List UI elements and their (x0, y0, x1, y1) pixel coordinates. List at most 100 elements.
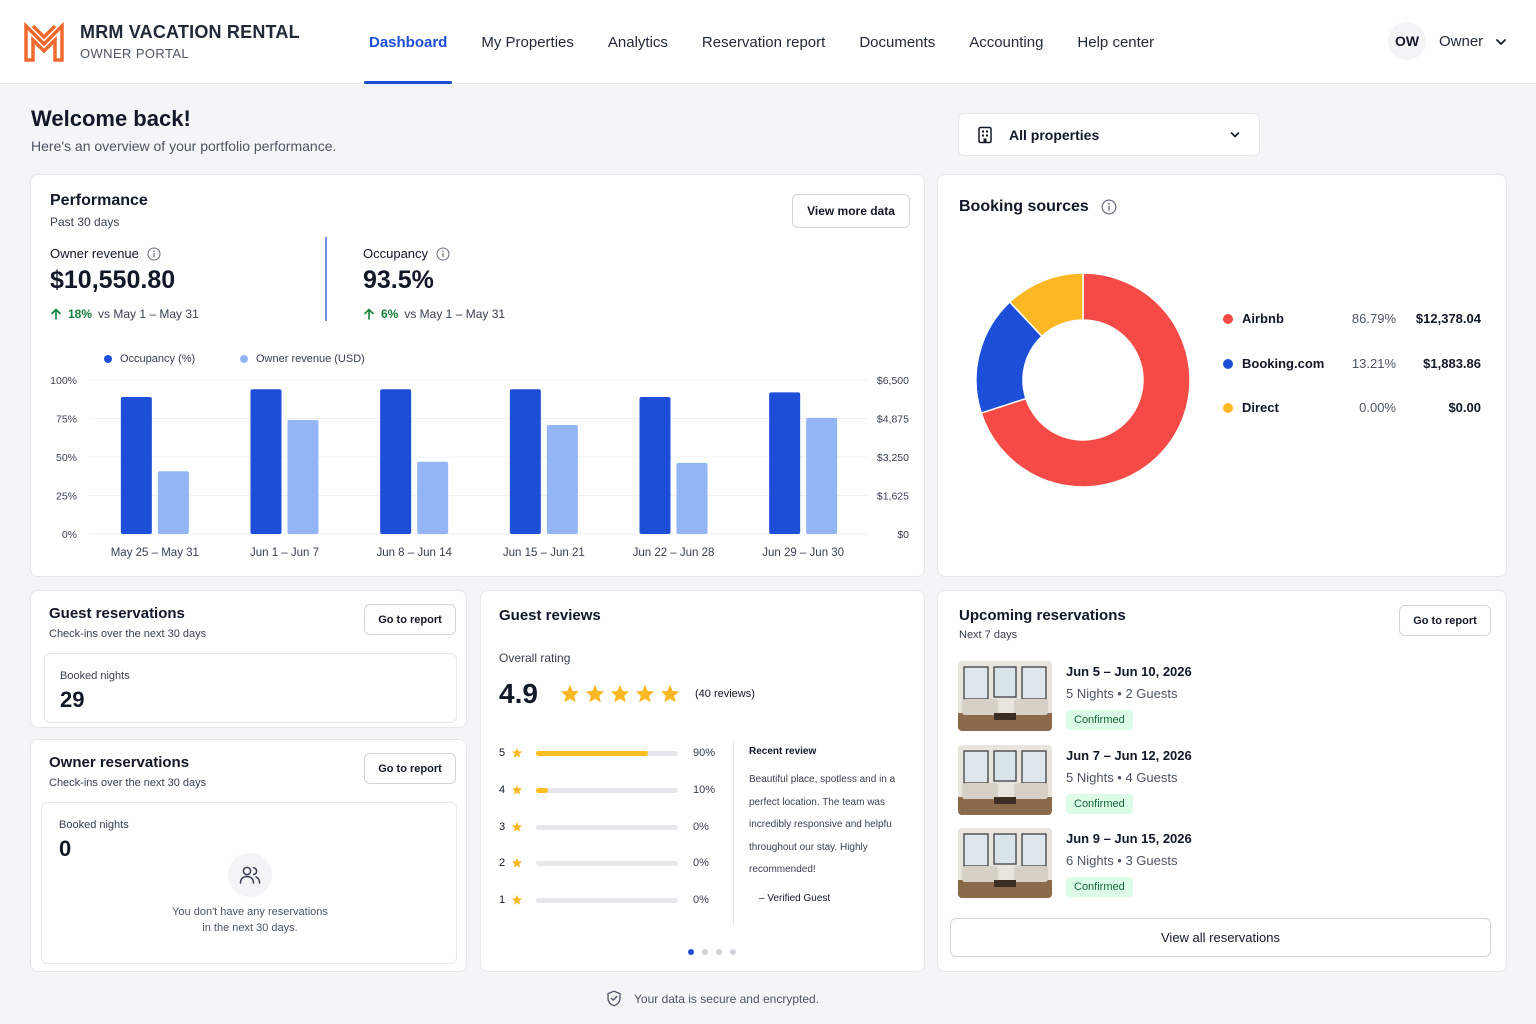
star-icon (512, 858, 522, 868)
occupancy-bar[interactable] (509, 389, 541, 534)
revenue-bar[interactable] (676, 462, 708, 534)
booking-source-row: Booking.com 13.21% $1,883.86 (1223, 354, 1481, 374)
nav-help-center[interactable]: Help center (1077, 33, 1155, 51)
revenue-bar[interactable] (157, 471, 189, 534)
rating-row: 1 0% (499, 893, 719, 909)
rating-bar-track (536, 787, 678, 793)
pager-dot[interactable] (702, 949, 708, 955)
user-avatar[interactable]: OW (1388, 22, 1426, 60)
property-filter-select[interactable]: All properties (958, 113, 1260, 156)
source-percent: 0.00% (1359, 400, 1396, 415)
rating-stars-count: 5 (499, 747, 506, 759)
rating-bar-track (536, 824, 678, 830)
rating-bar-fill (536, 751, 649, 756)
chevron-down-icon (1230, 132, 1240, 138)
x-axis-tick: Jun 1 – Jun 7 (250, 547, 319, 559)
reservation-meta: 6 Nights • 3 Guests (1066, 853, 1178, 868)
info-icon[interactable] (436, 246, 450, 261)
star-icon (660, 684, 680, 703)
property-photo[interactable] (958, 661, 1052, 731)
overall-rating-value: 4.9 (499, 678, 538, 709)
source-name: Airbnb (1242, 311, 1284, 326)
property-filter-value: All properties (1009, 126, 1100, 143)
brand-subtitle: OWNER PORTAL (80, 46, 190, 61)
rating-stars-count: 4 (499, 783, 506, 796)
property-photo[interactable] (958, 744, 1052, 815)
page-title: Welcome back! (31, 106, 191, 131)
nav-dashboard[interactable]: Dashboard (352, 0, 464, 84)
info-icon[interactable] (147, 246, 161, 261)
nav-analytics[interactable]: Analytics (607, 33, 668, 51)
recent-review-text: Beautiful place, spotless and in a perfec… (749, 769, 919, 882)
x-axis-tick: Jun 29 – Jun 30 (762, 547, 844, 559)
user-menu-label[interactable]: Owner (1439, 33, 1484, 50)
right-axis-tick: $0 (897, 529, 909, 541)
security-note-text: Your data is secure and encrypted. (634, 991, 820, 1006)
reservation-item[interactable]: Jun 7 – Jun 12, 2026 5 Nights • 4 Guests C… (958, 744, 1478, 815)
legend-revenue-label: Owner revenue (USD) (256, 353, 365, 365)
guest-reservations-report-button[interactable]: Go to report (364, 604, 456, 635)
chevron-down-icon[interactable] (1494, 36, 1508, 48)
occupancy-bar[interactable] (380, 389, 412, 534)
pager-dot[interactable] (716, 949, 722, 955)
star-icon (610, 684, 630, 703)
performance-title: Performance (50, 192, 148, 209)
pager-dot[interactable] (730, 949, 736, 955)
star-icon (560, 684, 580, 703)
donut-slice-direct[interactable] (1008, 272, 1084, 338)
rating-percent: 0% (693, 857, 709, 870)
reservation-dates: Jun 5 – Jun 10, 2026 (1066, 664, 1192, 679)
source-percent: 13.21% (1351, 355, 1396, 371)
booking-sources-title: Booking sources (959, 198, 1117, 216)
info-icon[interactable] (1101, 199, 1117, 215)
source-amount: $1,883.86 (1423, 355, 1481, 371)
occupancy-bar[interactable] (639, 396, 671, 534)
legend-occupancy-swatch (104, 355, 112, 363)
reservation-item[interactable]: Jun 9 – Jun 15, 2026 6 Nights • 3 Guests C… (958, 828, 1478, 898)
owner-reservations-report-button[interactable]: Go to report (364, 753, 456, 784)
property-photo[interactable] (958, 828, 1052, 898)
upcoming-subtitle: Next 7 days (959, 629, 1018, 641)
left-axis-tick: 0% (62, 529, 77, 541)
view-more-data-button[interactable]: View more data (792, 194, 910, 228)
guest-reviews-card: Guest reviews Overall rating 4.9 (40 rev… (480, 590, 925, 972)
guest-reservations-subtitle: Check-ins over the next 30 days (49, 628, 207, 640)
star-icon (512, 748, 522, 758)
owner-booked-nights-value: 0 (59, 836, 72, 861)
donut-slice-airbnb[interactable] (980, 272, 1191, 488)
reservation-dates: Jun 7 – Jun 12, 2026 (1066, 747, 1192, 763)
revenue-bar[interactable] (806, 417, 838, 534)
source-name: Direct (1242, 400, 1279, 415)
revenue-bar[interactable] (546, 425, 578, 534)
people-icon (239, 866, 261, 884)
reservation-dates: Jun 9 – Jun 15, 2026 (1066, 831, 1192, 846)
owner-revenue-label: Owner revenue (50, 246, 139, 261)
nav-my-properties[interactable]: My Properties (481, 33, 574, 51)
brand-logo-icon[interactable] (24, 20, 64, 62)
occupancy-bar[interactable] (120, 396, 152, 534)
owner-reservations-title: Owner reservations (49, 754, 190, 771)
performance-period: Past 30 days (50, 215, 120, 229)
view-all-reservations-button[interactable]: View all reservations (950, 918, 1491, 957)
booking-sources-donut-chart (975, 272, 1191, 488)
kpi-divider (325, 237, 327, 321)
reservation-item[interactable]: Jun 5 – Jun 10, 2026 5 Nights • 2 Guests C… (958, 661, 1478, 731)
nav-documents[interactable]: Documents (859, 33, 936, 51)
occupancy-bar[interactable] (250, 389, 282, 534)
guest-booked-nights-label: Booked nights (60, 670, 130, 682)
occupancy-bar[interactable] (769, 392, 801, 534)
pager-dot[interactable] (688, 949, 694, 955)
left-axis-tick: 75% (56, 414, 77, 426)
legend-revenue: Owner revenue (USD) (240, 353, 365, 365)
upcoming-report-button[interactable]: Go to report (1399, 605, 1491, 636)
nav-reservation-report[interactable]: Reservation report (701, 33, 826, 51)
booking-source-row: Airbnb 86.79% $12,378.04 (1223, 309, 1481, 329)
booking-sources-card: Booking sources Airbnb 86.79% $12,378.04 Bo… (937, 174, 1507, 577)
occupancy-value: 93.5% (363, 266, 434, 294)
revenue-bar[interactable] (417, 461, 449, 534)
source-color-dot (1223, 314, 1233, 324)
review-pager (688, 949, 736, 955)
overall-rating-stars (559, 683, 681, 705)
nav-accounting[interactable]: Accounting (969, 33, 1044, 51)
revenue-bar[interactable] (287, 420, 319, 534)
